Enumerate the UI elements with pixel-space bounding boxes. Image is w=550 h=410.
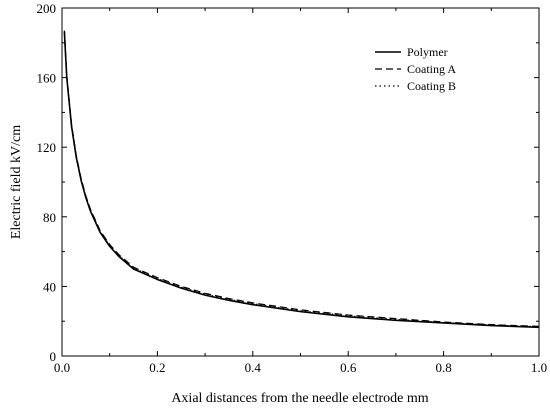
x-axis-label: Axial distances from the needle electrod… (171, 391, 428, 406)
y-axis-label: Electric field kV/cm (9, 125, 24, 239)
y-tick-label: 80 (43, 210, 56, 225)
x-tick-label: 0.8 (435, 360, 451, 375)
legend-label: Polymer (407, 45, 448, 59)
series-line-coating-b (63, 31, 540, 328)
plot-frame (61, 7, 540, 357)
axis-ticks: 0.0 0.2 0.4 0.6 0.8 1.0 0 40 80 120 160 200 (37, 1, 548, 375)
x-tick-label: 0.6 (340, 360, 357, 375)
x-tick-label: 0.2 (149, 360, 165, 375)
x-tick-label: 0.0 (54, 360, 70, 375)
y-tick-label: 120 (37, 140, 57, 155)
x-tick-label: 1.0 (531, 360, 547, 375)
x-tick-label: 0.4 (245, 360, 262, 375)
series-line-polymer (63, 32, 540, 329)
legend-label: Coating B (407, 79, 456, 93)
series-group (63, 30, 540, 329)
legend: Polymer Coating A Coating B (375, 45, 456, 93)
legend-label: Coating A (407, 62, 456, 76)
y-tick-label: 0 (50, 349, 57, 364)
series-line-coating-a (63, 30, 540, 328)
y-tick-label: 200 (37, 1, 57, 16)
y-tick-label: 40 (43, 279, 56, 294)
y-tick-label: 160 (37, 71, 57, 86)
